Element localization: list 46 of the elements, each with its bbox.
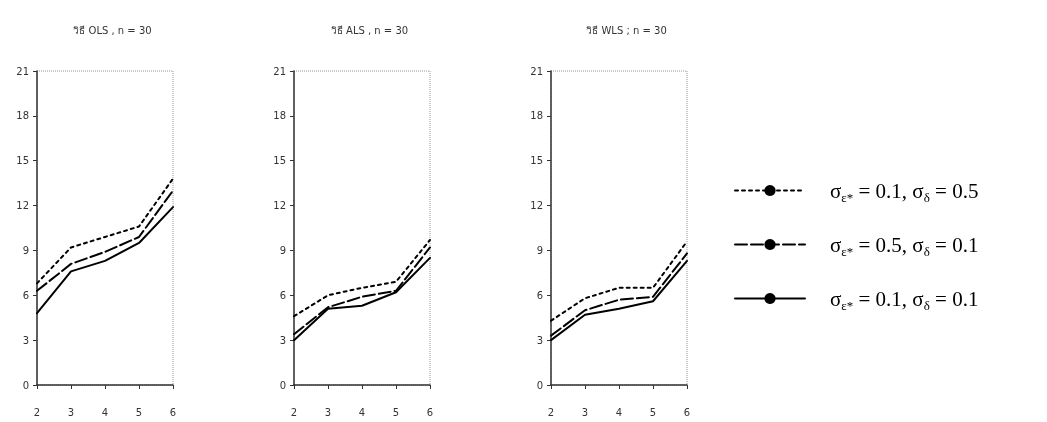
- x-tick-label: 5: [135, 406, 143, 418]
- y-tick-label: 18: [273, 110, 286, 122]
- x-tick-label: 5: [392, 406, 400, 418]
- chart-title: วิธี ALS , n = 30: [330, 24, 409, 36]
- y-tick-label: 15: [273, 155, 286, 167]
- x-tick-label: 4: [615, 406, 623, 418]
- y-tick-label: 3: [22, 334, 29, 346]
- x-tick-label: 2: [290, 406, 298, 418]
- x-tick-label: 6: [169, 406, 177, 418]
- x-tick-label: 6: [426, 406, 434, 418]
- y-tick-label: 9: [536, 244, 543, 256]
- y-tick-label: 6: [279, 289, 286, 301]
- y-tick-label: 0: [536, 379, 543, 391]
- chart-title: วิธี OLS , n = 30: [73, 24, 152, 36]
- y-tick-label: 21: [16, 65, 29, 77]
- x-tick-label: 3: [324, 406, 332, 418]
- y-tick-label: 21: [273, 65, 286, 77]
- y-tick-label: 21: [530, 65, 543, 77]
- line-series: [36, 189, 174, 292]
- y-tick-label: 3: [536, 334, 543, 346]
- y-tick-label: 12: [273, 200, 286, 212]
- y-tick-label: 18: [530, 110, 543, 122]
- y-tick-label: 0: [22, 379, 29, 391]
- y-tick-label: 6: [22, 289, 29, 301]
- y-tick-label: 15: [16, 155, 29, 167]
- y-tick-label: 6: [536, 289, 543, 301]
- x-tick-label: 2: [547, 406, 555, 418]
- y-tick-label: 0: [279, 379, 286, 391]
- y-tick-label: 12: [16, 200, 29, 212]
- line-series: [36, 206, 174, 315]
- y-tick-label: 9: [22, 244, 29, 256]
- line-series: [293, 238, 431, 318]
- y-tick-label: 9: [279, 244, 286, 256]
- x-tick-label: 3: [581, 406, 589, 418]
- x-tick-label: 2: [33, 406, 41, 418]
- y-tick-label: 15: [530, 155, 543, 167]
- x-tick-label: 4: [358, 406, 366, 418]
- y-tick-label: 3: [279, 334, 286, 346]
- x-tick-label: 3: [67, 406, 75, 418]
- x-tick-label: 6: [683, 406, 691, 418]
- line-series: [36, 177, 174, 285]
- chart-title: วิธี WLS ; n = 30: [586, 24, 667, 36]
- y-tick-label: 18: [16, 110, 29, 122]
- y-tick-label: 12: [530, 200, 543, 212]
- x-tick-label: 4: [101, 406, 109, 418]
- x-tick-label: 5: [649, 406, 657, 418]
